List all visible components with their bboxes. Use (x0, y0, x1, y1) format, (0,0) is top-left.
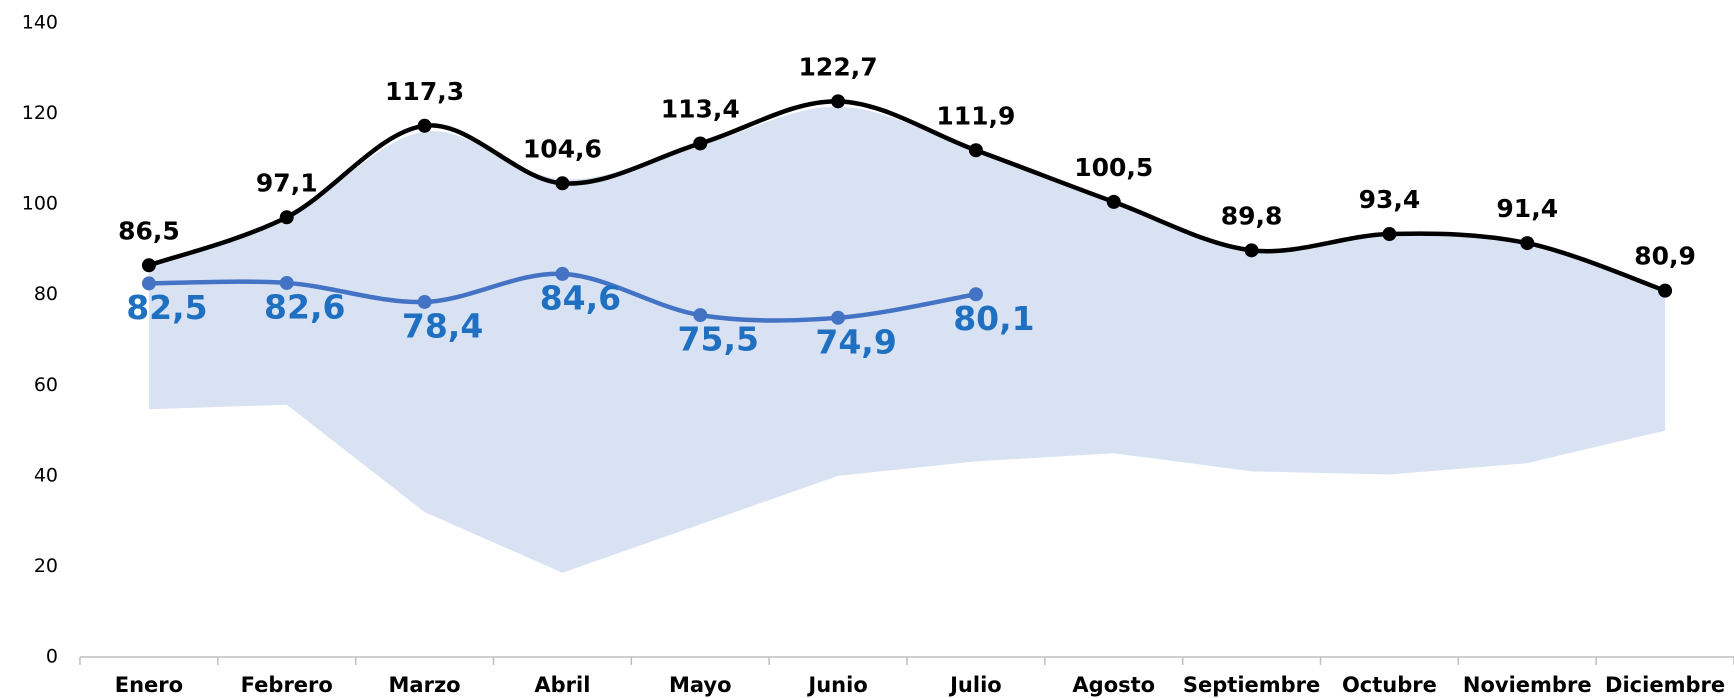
data-label: 117,3 (385, 77, 464, 106)
x-tick-label: Febrero (241, 673, 333, 697)
data-point (555, 176, 570, 191)
range-band (148, 106, 1666, 573)
x-tick-label: Enero (115, 673, 183, 697)
x-tick-label: Mayo (669, 673, 732, 697)
y-tick-label: 100 (22, 193, 58, 215)
data-label: 93,4 (1359, 185, 1421, 214)
y-tick-label: 0 (46, 646, 58, 668)
data-point (1382, 227, 1397, 242)
x-tick-label: Octubre (1342, 673, 1437, 697)
data-label: 78,4 (402, 306, 483, 345)
x-tick-label: Diciembre (1605, 673, 1725, 697)
data-point (279, 210, 294, 225)
data-point (968, 143, 983, 158)
y-tick-label: 20 (34, 555, 58, 577)
data-point (555, 266, 570, 281)
data-point (1520, 236, 1535, 251)
data-label: 122,7 (799, 52, 878, 81)
y-tick-label: 140 (22, 12, 58, 34)
x-tick-label: Abril (534, 673, 590, 697)
data-point (1658, 283, 1673, 298)
y-tick-label: 80 (34, 283, 58, 305)
y-tick-label: 60 (34, 374, 58, 396)
data-label: 86,5 (118, 216, 180, 245)
data-point (417, 294, 432, 309)
data-point (141, 276, 156, 291)
data-label: 74,9 (815, 322, 896, 361)
x-tick-label: Agosto (1072, 673, 1155, 697)
data-point (693, 308, 708, 323)
data-point (831, 94, 846, 109)
data-label: 111,9 (936, 101, 1015, 130)
data-label: 89,8 (1221, 201, 1283, 230)
data-label: 84,6 (540, 278, 621, 317)
data-label: 82,5 (126, 288, 207, 327)
data-label: 91,4 (1496, 194, 1558, 223)
series-line (148, 99, 1666, 293)
data-label: 113,4 (661, 94, 740, 123)
data-label: 75,5 (678, 320, 759, 359)
data-point (831, 310, 846, 325)
data-label: 100,5 (1074, 153, 1153, 182)
x-tick-label: Marzo (389, 673, 461, 697)
x-tick-label: Noviembre (1463, 673, 1592, 697)
data-point (693, 136, 708, 151)
x-tick-label: Julio (948, 673, 1002, 697)
data-point (279, 275, 294, 290)
data-point (141, 258, 156, 273)
data-label: 104,6 (523, 134, 602, 163)
data-point (1106, 194, 1121, 209)
x-tick-label: Septiembre (1183, 673, 1320, 697)
data-label: 80,9 (1634, 242, 1696, 271)
y-tick-label: 120 (22, 102, 58, 124)
x-tick-label: Junio (806, 673, 867, 697)
data-label: 97,1 (256, 168, 318, 197)
y-tick-label: 40 (34, 464, 58, 486)
data-point (968, 287, 983, 302)
data-point (1244, 243, 1259, 258)
data-point (417, 118, 432, 133)
data-label: 80,1 (953, 299, 1034, 338)
data-label: 82,6 (264, 287, 345, 326)
